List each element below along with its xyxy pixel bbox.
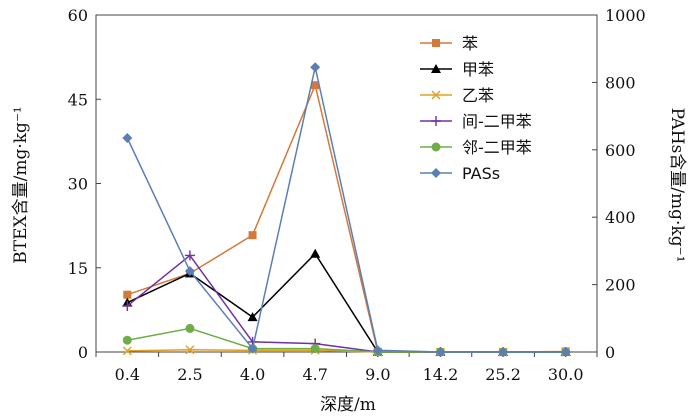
- x-tick-label: 14.2: [423, 365, 459, 384]
- data-point-marker: [185, 345, 195, 355]
- legend-marker: [432, 39, 440, 47]
- data-point-marker: [310, 344, 320, 354]
- data-point-marker: [247, 343, 258, 354]
- data-point-marker: [372, 345, 383, 356]
- series-2: [122, 248, 571, 356]
- y-tick-label-right: 1000: [605, 6, 646, 25]
- data-point-marker: [560, 347, 571, 357]
- legend-item: 邻-二甲苯: [420, 138, 532, 157]
- y-tick-label-left: 45: [68, 90, 88, 109]
- x-tick-label: 9.0: [365, 365, 390, 384]
- legend-label: 邻-二甲苯: [462, 138, 532, 157]
- legend-label: 间-二甲苯: [462, 112, 532, 131]
- series-6: [122, 62, 571, 357]
- y-tick-label-left: 15: [68, 259, 88, 278]
- data-point-marker: [248, 231, 257, 240]
- legend-item: 间-二甲苯: [420, 112, 532, 131]
- legend-marker: [431, 90, 441, 100]
- y-tick-label-left: 30: [68, 175, 88, 194]
- y-tick-label-right: 400: [605, 208, 636, 227]
- legend-item: 乙苯: [420, 86, 494, 105]
- legend-label: 乙苯: [462, 86, 494, 105]
- data-point-marker: [184, 266, 195, 277]
- series-line: [126, 67, 566, 353]
- data-point-marker: [122, 346, 132, 356]
- y-tick-label-right: 600: [605, 141, 636, 160]
- series-line: [126, 252, 566, 353]
- x-tick-label: 0.4: [115, 365, 140, 384]
- data-point-marker: [122, 133, 133, 144]
- legend-item: 苯: [420, 34, 478, 53]
- data-point-marker: [310, 62, 321, 73]
- x-axis-title: 深度/m: [320, 395, 376, 415]
- data-point-marker: [123, 290, 132, 299]
- legend-item: 甲苯: [420, 60, 494, 79]
- legend-label: 甲苯: [462, 60, 494, 79]
- data-point-marker: [184, 250, 195, 261]
- data-point-marker: [185, 323, 195, 333]
- y-tick-label-right: 0: [605, 343, 615, 362]
- x-tick-label: 30.0: [548, 365, 584, 384]
- data-point-marker: [310, 248, 321, 258]
- y-tick-label-right: 200: [605, 276, 636, 295]
- legend-marker: [431, 142, 441, 152]
- x-tick-label: 4.7: [302, 365, 327, 384]
- data-point-marker: [435, 347, 446, 357]
- legend-item: PASs: [420, 164, 500, 183]
- y-axis-title-right: PAHs含量/mg·kg⁻¹: [667, 108, 687, 263]
- data-point-marker: [247, 312, 258, 322]
- legend-marker: [431, 64, 441, 73]
- data-point-marker: [311, 81, 320, 90]
- x-tick-label: 4.0: [240, 365, 265, 384]
- y-tick-label-right: 800: [605, 73, 636, 92]
- data-point-marker: [498, 347, 509, 357]
- plot-frame: [95, 14, 598, 353]
- x-tick-label: 2.5: [177, 365, 202, 384]
- legend-marker: [431, 116, 441, 126]
- data-point-marker: [122, 300, 133, 311]
- y-tick-label-left: 60: [68, 6, 88, 25]
- y-axis-title-left: BTEX含量/mg·kg⁻¹: [11, 106, 31, 263]
- data-point-marker: [122, 335, 132, 345]
- y-tick-label-left: 0: [78, 343, 88, 362]
- legend-label: 苯: [462, 34, 478, 53]
- x-tick-label: 25.2: [485, 365, 521, 384]
- series-lines: [122, 62, 571, 357]
- legend-marker: [431, 168, 441, 178]
- legend-label: PASs: [462, 164, 500, 183]
